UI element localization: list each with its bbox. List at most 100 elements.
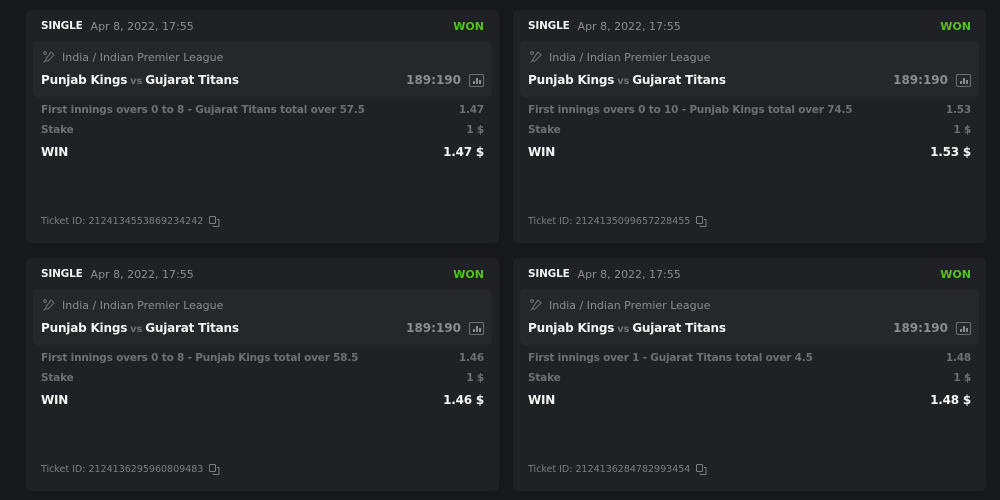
copy-icon[interactable] <box>696 464 707 475</box>
stake-row: Stake 1 $ <box>528 124 971 136</box>
vs-label: vs <box>617 324 630 335</box>
win-row: WIN 1.53 $ <box>528 145 971 159</box>
stake-label: Stake <box>528 372 561 384</box>
selection-row: First innings overs 0 to 8 - Punjab King… <box>41 352 484 364</box>
match-teams: Punjab Kings vs Gujarat Titans <box>528 321 726 335</box>
score-value: 189:190 <box>406 321 461 335</box>
bet-type: SINGLE <box>41 20 83 32</box>
match-teams: Punjab Kings vs Gujarat Titans <box>528 73 726 87</box>
match-score: 189:190 <box>406 73 484 87</box>
bet-card[interactable]: SINGLE Apr 8, 2022, 17:55 WON India / In… <box>513 258 986 491</box>
bet-card[interactable]: SINGLE Apr 8, 2022, 17:55 WON India / In… <box>513 10 986 243</box>
bet-type: SINGLE <box>528 20 570 32</box>
cricket-bat-icon <box>43 299 55 311</box>
score-value: 189:190 <box>893 321 948 335</box>
home-team: Punjab Kings <box>41 321 128 335</box>
bet-header: SINGLE Apr 8, 2022, 17:55 WON <box>528 18 971 34</box>
selection-row: First innings overs 0 to 10 - Punjab Kin… <box>528 104 971 116</box>
bet-type: SINGLE <box>41 268 83 280</box>
away-team: Gujarat Titans <box>632 321 726 335</box>
match-teams: Punjab Kings vs Gujarat Titans <box>41 321 239 335</box>
win-value: 1.47 $ <box>443 145 484 159</box>
selection-text: First innings overs 0 to 10 - Punjab Kin… <box>528 104 853 116</box>
league-name: India / Indian Premier League <box>62 50 224 64</box>
win-value: 1.53 $ <box>930 145 971 159</box>
win-label: WIN <box>41 145 69 159</box>
stats-bar-chart-icon[interactable] <box>469 321 484 335</box>
event-box[interactable]: India / Indian Premier League Punjab Kin… <box>33 289 492 345</box>
ticket-prefix: Ticket ID: <box>528 464 573 475</box>
home-team: Punjab Kings <box>41 73 128 87</box>
match-teams: Punjab Kings vs Gujarat Titans <box>41 73 239 87</box>
selection-text: First innings overs 0 to 8 - Punjab King… <box>41 352 359 364</box>
bet-card[interactable]: SINGLE Apr 8, 2022, 17:55 WON India / In… <box>26 10 499 243</box>
selection-text: First innings over 1 - Gujarat Titans to… <box>528 352 813 364</box>
score-value: 189:190 <box>893 73 948 87</box>
bet-card[interactable]: SINGLE Apr 8, 2022, 17:55 WON India / In… <box>26 258 499 491</box>
bet-header: SINGLE Apr 8, 2022, 17:55 WON <box>41 266 484 282</box>
odds-value: 1.47 <box>458 104 484 116</box>
stake-label: Stake <box>41 372 74 384</box>
stats-bar-chart-icon[interactable] <box>956 321 971 335</box>
selection-row: First innings overs 0 to 8 - Gujarat Tit… <box>41 104 484 116</box>
league: India / Indian Premier League <box>529 298 710 312</box>
win-label: WIN <box>528 145 556 159</box>
event-box[interactable]: India / Indian Premier League Punjab Kin… <box>520 289 979 345</box>
ticket-number: 2124136295960809483 <box>88 464 204 475</box>
win-value: 1.48 $ <box>930 393 971 407</box>
bet-date: Apr 8, 2022, 17:55 <box>90 267 194 281</box>
ticket-prefix: Ticket ID: <box>528 216 573 227</box>
league: India / Indian Premier League <box>42 50 223 64</box>
event-box[interactable]: India / Indian Premier League Punjab Kin… <box>520 41 979 97</box>
odds-value: 1.48 <box>945 352 971 364</box>
home-team: Punjab Kings <box>528 321 615 335</box>
copy-icon[interactable] <box>209 464 220 475</box>
away-team: Gujarat Titans <box>145 73 239 87</box>
ticket-prefix: Ticket ID: <box>41 464 86 475</box>
stake-value: 1 $ <box>953 372 971 384</box>
copy-icon[interactable] <box>209 216 220 227</box>
score-value: 189:190 <box>406 73 461 87</box>
vs-label: vs <box>130 324 143 335</box>
league-name: India / Indian Premier League <box>549 50 711 64</box>
stats-bar-chart-icon[interactable] <box>956 73 971 87</box>
stake-row: Stake 1 $ <box>41 372 484 384</box>
win-row: WIN 1.46 $ <box>41 393 484 407</box>
match-score: 189:190 <box>893 321 971 335</box>
ticket-id: Ticket ID: 2124134553869234242 <box>41 216 220 227</box>
away-team: Gujarat Titans <box>632 73 726 87</box>
stake-row: Stake 1 $ <box>528 372 971 384</box>
win-value: 1.46 $ <box>443 393 484 407</box>
bet-header: SINGLE Apr 8, 2022, 17:55 WON <box>528 266 971 282</box>
selection-text: First innings overs 0 to 8 - Gujarat Tit… <box>41 104 365 116</box>
stake-value: 1 $ <box>466 124 484 136</box>
league-name: India / Indian Premier League <box>62 298 224 312</box>
status-badge: WON <box>453 267 484 281</box>
vs-label: vs <box>130 76 143 87</box>
bet-date: Apr 8, 2022, 17:55 <box>577 19 681 33</box>
league-name: India / Indian Premier League <box>549 298 711 312</box>
odds-value: 1.46 <box>458 352 484 364</box>
stake-row: Stake 1 $ <box>41 124 484 136</box>
ticket-number: 2124136284782993454 <box>575 464 691 475</box>
ticket-prefix: Ticket ID: <box>41 216 86 227</box>
stake-value: 1 $ <box>466 372 484 384</box>
win-row: WIN 1.48 $ <box>528 393 971 407</box>
win-label: WIN <box>528 393 556 407</box>
ticket-number: 2124134553869234242 <box>88 216 204 227</box>
bet-date: Apr 8, 2022, 17:55 <box>577 267 681 281</box>
stake-value: 1 $ <box>953 124 971 136</box>
stats-bar-chart-icon[interactable] <box>469 73 484 87</box>
ticket-id: Ticket ID: 2124136295960809483 <box>41 464 220 475</box>
away-team: Gujarat Titans <box>145 321 239 335</box>
event-box[interactable]: India / Indian Premier League Punjab Kin… <box>33 41 492 97</box>
copy-icon[interactable] <box>696 216 707 227</box>
bet-history-grid: SINGLE Apr 8, 2022, 17:55 WON India / In… <box>26 10 986 491</box>
vs-label: vs <box>617 76 630 87</box>
ticket-id: Ticket ID: 2124136284782993454 <box>528 464 707 475</box>
match-score: 189:190 <box>893 73 971 87</box>
status-badge: WON <box>940 19 971 33</box>
stake-label: Stake <box>41 124 74 136</box>
cricket-bat-icon <box>43 51 55 63</box>
home-team: Punjab Kings <box>528 73 615 87</box>
